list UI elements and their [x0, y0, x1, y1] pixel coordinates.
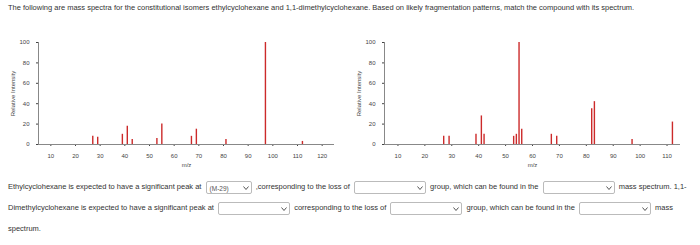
- svg-text:30: 30: [97, 153, 104, 159]
- svg-text:Relative Intensity: Relative Intensity: [10, 71, 16, 117]
- html-text:,corresponding to the loss of: ,corresponding to the loss of: [255, 182, 352, 191]
- svg-text:120: 120: [317, 153, 328, 159]
- svg-text:80: 80: [220, 153, 227, 159]
- html-text:group, which can be found in t: group, which can be found in the: [430, 182, 541, 191]
- svg-text:0: 0: [372, 141, 376, 147]
- svg-text:30: 30: [448, 153, 455, 159]
- svg-text:60: 60: [171, 153, 178, 159]
- svg-text:0: 0: [26, 141, 30, 147]
- svg-text:80: 80: [583, 153, 590, 159]
- html-text:Ethylcyclohexane is expected t: Ethylcyclohexane is expected to have a s…: [8, 182, 204, 191]
- svg-text:20: 20: [422, 153, 429, 159]
- svg-text:50: 50: [146, 153, 153, 159]
- svg-text:60: 60: [369, 80, 376, 86]
- svg-text:10: 10: [395, 153, 402, 159]
- svg-text:m/z: m/z: [528, 162, 538, 168]
- svg-text:90: 90: [610, 153, 617, 159]
- html-text:The following are mass spectra: The following are mass spectra for the c…: [8, 3, 635, 12]
- svg-text:100: 100: [635, 153, 646, 159]
- svg-text:20: 20: [369, 121, 376, 127]
- svg-text:100: 100: [365, 39, 376, 45]
- svg-text:50: 50: [502, 153, 509, 159]
- svg-text:20: 20: [23, 121, 30, 127]
- svg-text:110: 110: [293, 153, 303, 159]
- html-text:mass spectrum. 1,1-Dimethylcyc: mass spectrum. 1,1-Dimethylcyclohexane i…: [8, 182, 687, 212]
- svg-text:40: 40: [475, 153, 482, 159]
- svg-text:40: 40: [121, 153, 128, 159]
- svg-text:60: 60: [529, 153, 536, 159]
- svg-text:100: 100: [19, 39, 30, 45]
- svg-text:80: 80: [369, 60, 376, 66]
- svg-text:Relative Intensity: Relative Intensity: [356, 71, 362, 117]
- svg-text:90: 90: [245, 153, 252, 159]
- svg-text:10: 10: [47, 153, 54, 159]
- svg-text:m/z: m/z: [182, 162, 192, 168]
- svg-text:40: 40: [23, 101, 30, 107]
- html-text:(M-29): (M-29): [209, 184, 229, 192]
- svg-text:40: 40: [369, 101, 376, 107]
- html-text:mass spectrum.: mass spectrum.: [8, 203, 673, 233]
- svg-text:100: 100: [268, 153, 279, 159]
- svg-text:20: 20: [72, 153, 79, 159]
- svg-text:110: 110: [662, 153, 672, 159]
- svg-text:60: 60: [23, 80, 30, 86]
- svg-text:70: 70: [556, 153, 563, 159]
- svg-text:70: 70: [195, 153, 202, 159]
- svg-text:80: 80: [23, 60, 30, 66]
- html-text:group, which can be found in t: group, which can be found in the: [466, 203, 577, 212]
- html-text:corresponding to the loss of: corresponding to the loss of: [294, 203, 389, 212]
